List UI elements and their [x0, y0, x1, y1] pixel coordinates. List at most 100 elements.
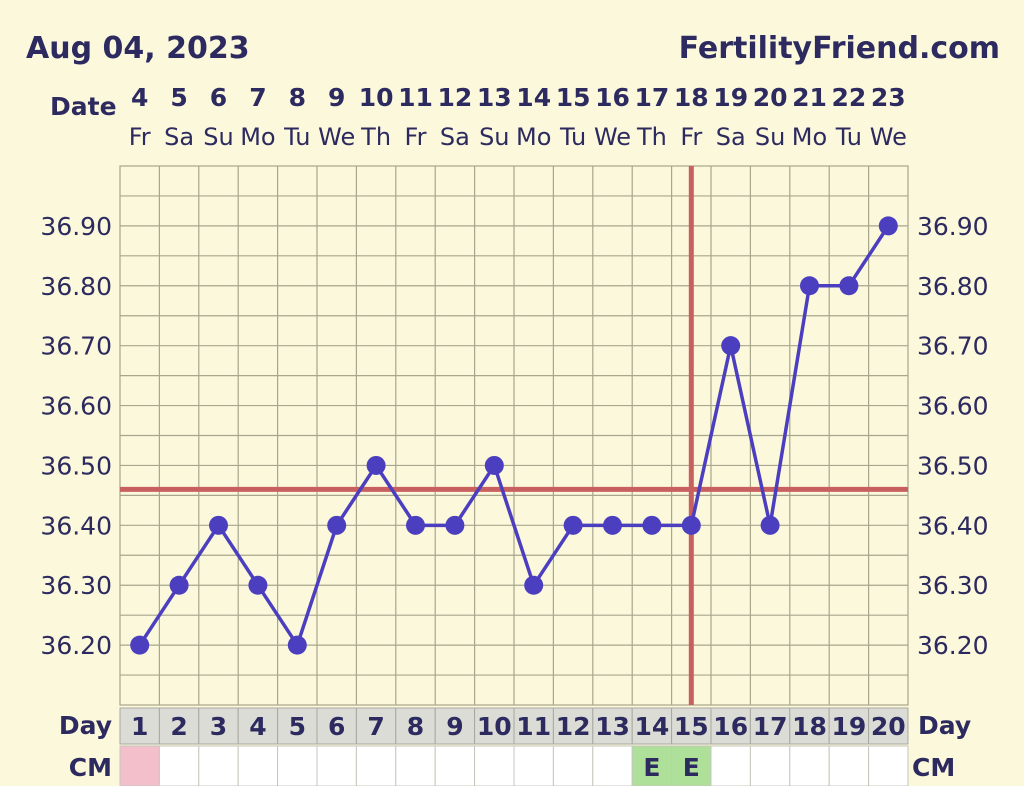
cm-cell [277, 745, 318, 786]
weekday-label: Mo [516, 123, 551, 151]
day-cell [158, 707, 200, 745]
date-number: 18 [674, 83, 709, 112]
y-tick-label-left: 36.90 [40, 212, 112, 241]
y-tick-label-right: 36.40 [917, 511, 989, 540]
temperature-point [760, 515, 780, 535]
date-number: 14 [516, 83, 551, 112]
cm-cell [395, 745, 436, 786]
chart-grid [119, 165, 909, 706]
cm-cell [237, 745, 279, 786]
cm-marker: E [683, 753, 700, 782]
temperature-point [169, 575, 189, 595]
weekday-label: Su [203, 123, 233, 151]
temperature-point [721, 336, 741, 356]
cm-row-label-right: CM [912, 753, 955, 782]
cycle-day-number: 12 [556, 712, 591, 741]
cycle-day-number: 17 [753, 712, 788, 741]
temperature-line [138, 224, 890, 647]
date-number: 20 [753, 83, 788, 112]
date-number: 11 [398, 83, 433, 112]
cm-cell [828, 745, 870, 786]
y-tick-label-left: 36.70 [40, 332, 112, 361]
cycle-day-number: 8 [407, 712, 424, 741]
weekday-label: Mo [240, 123, 275, 151]
y-tick-label-right: 36.80 [917, 272, 989, 301]
temperature-point [366, 455, 386, 475]
day-cell [868, 707, 909, 745]
date-number: 5 [170, 83, 187, 112]
cycle-day-number: 6 [328, 712, 345, 741]
weekday-label: Mo [792, 123, 827, 151]
day-cell [710, 707, 751, 745]
temperature-series [130, 216, 898, 655]
temperature-point [603, 515, 622, 535]
cm-cell [158, 745, 200, 786]
cm-cell [198, 745, 239, 786]
date-number: 17 [635, 83, 670, 112]
day-cell [237, 707, 279, 745]
date-number: 13 [477, 83, 512, 112]
weekday-label: Th [636, 123, 667, 151]
weekday-label: Tu [559, 123, 586, 151]
cm-cell [552, 745, 594, 786]
cm-cell [749, 745, 791, 786]
x-axis-labels: 4Fr5Sa6Su7Mo8Tu9We10Th11Fr12Sa13Su14Mo15… [129, 83, 907, 151]
y-tick-label-left: 36.40 [40, 511, 112, 540]
temperature-point [563, 515, 583, 535]
weekday-label: Sa [164, 123, 194, 151]
y-tick-label-left: 36.30 [40, 571, 112, 600]
day-cell [631, 707, 673, 745]
cycle-day-number: 4 [249, 712, 266, 741]
y-tick-label-right: 36.70 [917, 332, 989, 361]
cycle-day-number: 3 [210, 712, 227, 741]
temperature-point [642, 515, 662, 535]
cycle-day-number: 14 [635, 712, 670, 741]
weekday-label: Fr [405, 123, 427, 151]
y-tick-label-right: 36.30 [917, 571, 989, 600]
temperature-point [130, 635, 150, 655]
weekday-label: Tu [835, 123, 862, 151]
weekday-label: Fr [680, 123, 702, 151]
cm-cell [789, 745, 830, 786]
temperature-point [248, 575, 268, 595]
site-brand: FertilityFriend.com [679, 31, 1000, 66]
y-axis-labels: 36.90 36.90 36.80 36.80 36.70 36.70 36.60 36.60… [40, 212, 988, 660]
weekday-label: Su [755, 123, 785, 151]
temperature-point [287, 635, 307, 655]
temperature-point [327, 515, 347, 535]
date-number: 6 [210, 83, 227, 112]
date-number: 21 [792, 83, 827, 112]
cm-cell [710, 745, 751, 786]
date-number: 8 [289, 83, 306, 112]
cycle-day-number: 10 [477, 712, 512, 741]
weekday-label: Su [479, 123, 509, 151]
weekday-label: We [594, 123, 631, 151]
cycle-day-number: 13 [595, 712, 630, 741]
day-row-label-right: Day [918, 711, 971, 740]
temperature-point [524, 575, 544, 595]
date-number: 22 [832, 83, 867, 112]
weekday-label: Th [360, 123, 391, 151]
date-number: 9 [328, 83, 345, 112]
weekday-label: We [870, 123, 907, 151]
date-number: 4 [131, 83, 148, 112]
weekday-label: Tu [283, 123, 310, 151]
temperature-point [839, 276, 859, 296]
temperature-point [445, 515, 465, 535]
day-cell [355, 707, 397, 745]
date-number: 23 [871, 83, 906, 112]
date-number: 16 [595, 83, 630, 112]
date-number: 15 [556, 83, 591, 112]
y-tick-label-right: 36.20 [917, 631, 989, 660]
y-tick-label-right: 36.50 [917, 451, 989, 480]
cm-cell [119, 745, 160, 786]
cycle-day-number: 19 [832, 712, 867, 741]
day-cell [592, 707, 633, 745]
temperature-point [484, 455, 504, 475]
cycle-day-number: 11 [516, 712, 551, 741]
cm-marker: E [643, 753, 660, 782]
cycle-day-number: 2 [170, 712, 187, 741]
